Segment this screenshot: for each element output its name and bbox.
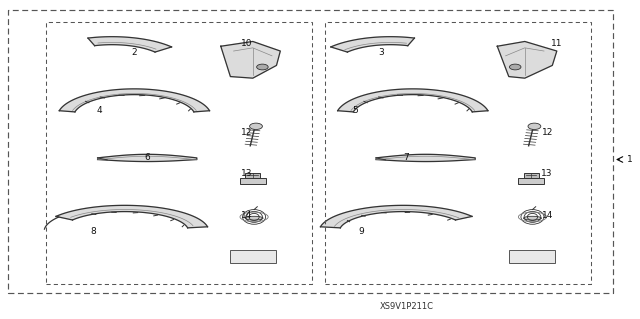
- Polygon shape: [376, 154, 476, 161]
- Text: 11: 11: [551, 39, 563, 48]
- Bar: [325, 22, 591, 284]
- Circle shape: [528, 123, 541, 130]
- Text: 5: 5: [353, 106, 358, 115]
- Circle shape: [257, 64, 268, 70]
- Text: 12: 12: [541, 128, 553, 137]
- Text: XS9V1P211C: XS9V1P211C: [380, 302, 433, 311]
- Circle shape: [509, 64, 521, 70]
- Text: 7: 7: [404, 153, 409, 162]
- Polygon shape: [221, 41, 280, 78]
- Polygon shape: [321, 205, 472, 228]
- Text: 10: 10: [241, 39, 252, 48]
- Bar: [524, 173, 539, 178]
- Bar: [8, 10, 613, 293]
- Ellipse shape: [524, 216, 541, 220]
- Polygon shape: [497, 41, 557, 78]
- Polygon shape: [98, 154, 197, 161]
- Text: 9: 9: [359, 227, 364, 236]
- Text: 3: 3: [378, 48, 383, 57]
- Bar: [518, 178, 544, 184]
- Text: 12: 12: [241, 128, 252, 137]
- Text: 2: 2: [132, 48, 137, 57]
- Polygon shape: [338, 89, 488, 112]
- Bar: [245, 173, 260, 178]
- Bar: [230, 250, 276, 263]
- Polygon shape: [60, 89, 209, 112]
- Bar: [240, 178, 266, 184]
- Text: 14: 14: [541, 211, 553, 220]
- Bar: [509, 250, 555, 263]
- Text: 13: 13: [241, 169, 252, 178]
- Circle shape: [250, 123, 262, 130]
- Polygon shape: [331, 37, 415, 52]
- Text: 13: 13: [541, 169, 553, 178]
- Polygon shape: [56, 205, 207, 228]
- Ellipse shape: [245, 216, 263, 220]
- Polygon shape: [88, 37, 172, 52]
- Text: 8: 8: [90, 227, 95, 236]
- Text: 14: 14: [241, 211, 252, 220]
- Text: 1: 1: [627, 155, 633, 164]
- Text: 4: 4: [97, 106, 102, 115]
- Bar: [46, 22, 312, 284]
- Text: 6: 6: [145, 153, 150, 162]
